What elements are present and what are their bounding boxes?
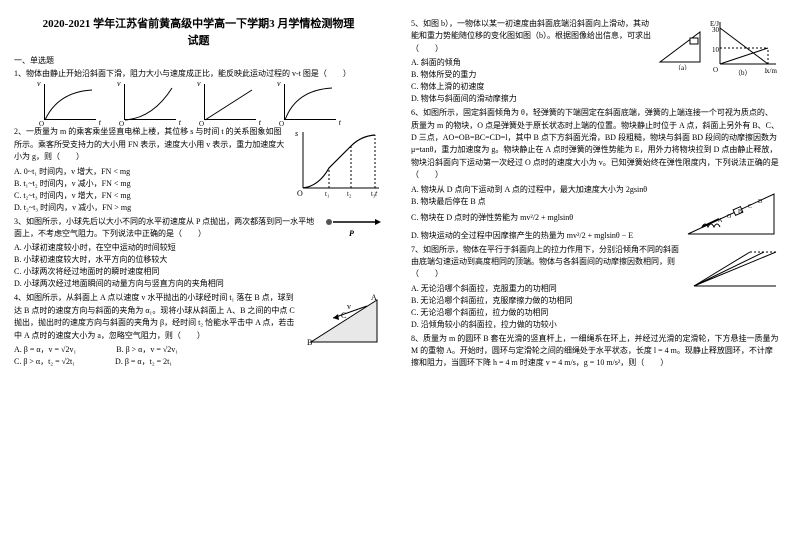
q6-figure: A O B C D — [684, 186, 780, 240]
q2-figure: s t O t₁ t₂ t₃ — [293, 128, 383, 198]
left-column: 2020-2021 学年江苏省前黄高级中学高一下学期3 月学情检测物理 试题 一… — [0, 0, 397, 550]
q3-c: C. 小球两次将经过地面时的瞬时速度相同 — [14, 266, 383, 278]
svg-text:（a）: （a） — [674, 64, 691, 70]
question-6: 6、如图所示，固定斜面倾角为 θ，轻弹簧的下端固定在斜面底端，弹簧的上端连接一个… — [411, 107, 780, 181]
title-2: 试题 — [188, 35, 210, 47]
svg-text:t₁: t₁ — [325, 190, 329, 198]
right-column: （a） E/J x/m O 30 10 1 （b） 5、如图 b），一物体以某一… — [397, 0, 794, 550]
q1-fig-b: vtO — [118, 82, 178, 124]
svg-text:B: B — [738, 209, 742, 215]
svg-text:O: O — [713, 66, 718, 74]
svg-text:30: 30 — [712, 26, 720, 34]
svg-text:D: D — [758, 199, 763, 205]
svg-text:1: 1 — [764, 67, 768, 75]
svg-text:B: B — [307, 338, 312, 347]
svg-text:v: v — [347, 302, 351, 311]
q1-fig-a: vtO — [38, 82, 98, 124]
svg-text:x/m: x/m — [766, 67, 777, 75]
svg-text:O: O — [297, 189, 303, 198]
svg-text:P: P — [349, 229, 354, 238]
q7-d: D. 沿倾角较小的斜面拉，拉力做的功较小 — [411, 319, 780, 331]
q3-b: B. 小球初速度较大时，水平方向的位移较大 — [14, 254, 383, 266]
svg-text:（b）: （b） — [734, 69, 752, 76]
svg-text:10: 10 — [712, 46, 720, 54]
question-8: 8、质量为 m 的圆环 B 套在光滑的竖直杆上，一细绳系在环上，并经过光滑的定滑… — [411, 333, 780, 370]
svg-text:C: C — [748, 204, 752, 210]
q3-figure: P — [323, 216, 383, 238]
svg-text:O: O — [727, 214, 732, 220]
q4-d: D. β = α，t₂ = 2t₁ — [115, 356, 172, 368]
q1-fig-c: vtO — [198, 82, 258, 124]
q3-a: A. 小球初速度较小时，在空中运动的时间较短 — [14, 242, 383, 254]
title-1: 2020-2021 学年江苏省前黄高级中学高一下学期3 月学情检测物理 — [43, 18, 355, 30]
q2-d: D. t₂~t₃ 时间内，v 减小，FN > mg — [14, 202, 383, 214]
svg-text:t: t — [375, 189, 378, 198]
svg-text:s: s — [295, 129, 298, 138]
q1-options: vtO vtO vtO vtO — [38, 82, 338, 124]
q7-b: B. 无论沿哪个斜面拉，克服摩擦力做的功相同 — [411, 295, 780, 307]
svg-text:t₃: t₃ — [371, 190, 376, 198]
q1-fig-d: vtO — [278, 82, 338, 124]
svg-text:A: A — [371, 293, 377, 302]
q4-a: A. β = α，v = √2v₁ — [14, 344, 76, 356]
q4-figure: A C B v — [305, 292, 383, 348]
q4-b: B. β > α，v = √2v₁ — [116, 344, 178, 356]
q5-figure: （a） E/J x/m O 30 10 1 （b） — [656, 18, 780, 76]
q5-d: D. 物体与斜面间的滑动摩擦力 — [411, 93, 780, 105]
q4-c: C. β > α，t₂ = √2t₁ — [14, 356, 75, 368]
q3-d: D. 小球两次经过地面瞬间的动量方向与竖直方向的夹角相同 — [14, 278, 383, 290]
q5-c: C. 物体上滑的初速度 — [411, 81, 780, 93]
q7-c: C. 无论沿哪个斜面拉，拉力做的功相同 — [411, 307, 780, 319]
svg-text:C: C — [341, 311, 346, 320]
svg-text:t₂: t₂ — [347, 190, 352, 198]
page-title: 2020-2021 学年江苏省前黄高级中学高一下学期3 月学情检测物理 试题 — [14, 16, 383, 49]
q7-figure — [690, 244, 780, 292]
svg-text:A: A — [718, 218, 723, 224]
section-header: 一、单选题 — [14, 55, 383, 66]
